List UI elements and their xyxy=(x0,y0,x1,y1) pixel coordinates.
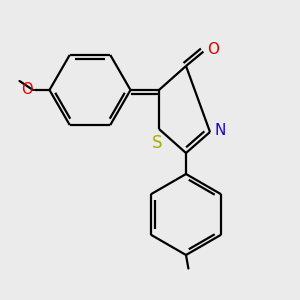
Text: N: N xyxy=(215,123,226,138)
Text: O: O xyxy=(21,82,32,98)
Text: O: O xyxy=(208,42,220,57)
Text: S: S xyxy=(152,134,163,152)
